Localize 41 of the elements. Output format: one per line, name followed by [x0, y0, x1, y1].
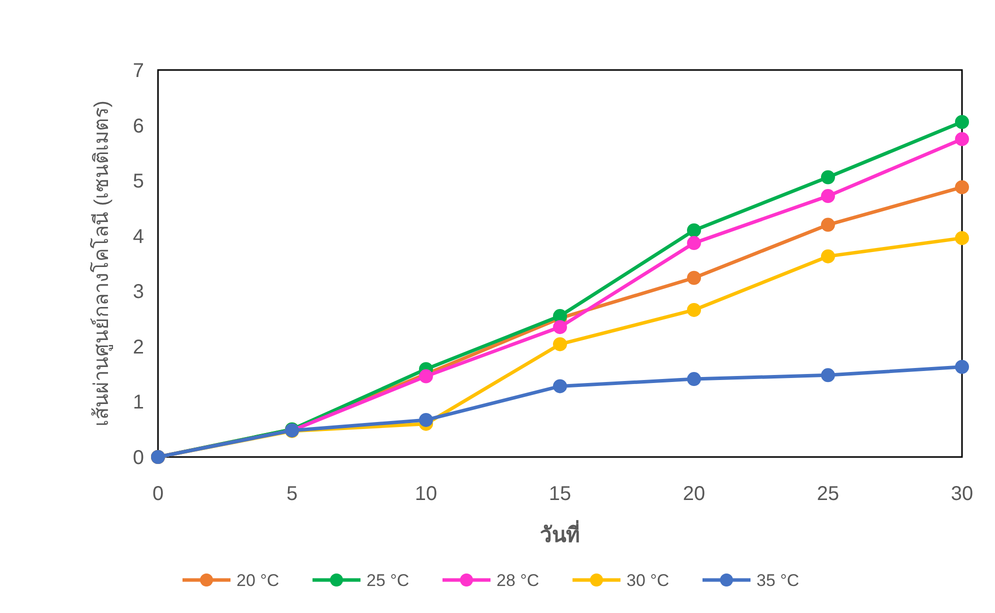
legend-label: 20 °C: [236, 571, 280, 590]
x-tick-label: 15: [548, 483, 572, 505]
x-tick-label: 30: [950, 483, 974, 505]
point: [955, 231, 969, 246]
point: [821, 170, 835, 184]
y-tick-label: 7: [132, 60, 144, 82]
x-tick-label: 25: [816, 483, 840, 505]
point: [687, 270, 701, 285]
legend-label: 28 °C: [496, 571, 540, 590]
x-tick-label: 10: [414, 483, 438, 505]
legend-label: 25 °C: [366, 571, 410, 590]
point: [821, 368, 835, 382]
x-axis-title: วันที่: [540, 519, 580, 547]
point: [553, 337, 567, 352]
point: [687, 302, 701, 317]
y-tick-label: 4: [132, 226, 144, 248]
y-tick-label: 0: [132, 447, 144, 469]
legend-label: 35 °C: [756, 571, 800, 590]
point: [687, 223, 701, 238]
point: [553, 379, 567, 394]
point: [955, 180, 969, 194]
x-tick-label: 0: [152, 483, 164, 505]
point: [821, 249, 835, 264]
y-tick-label: 3: [132, 281, 144, 304]
point: [955, 132, 969, 146]
point: [955, 360, 969, 374]
y-tick-label: 1: [132, 392, 144, 414]
y-tick-label: 5: [132, 170, 144, 193]
point: [821, 189, 835, 204]
y-tick-label: 6: [132, 115, 144, 138]
point: [821, 218, 835, 232]
point: [687, 372, 701, 386]
point: [553, 320, 567, 334]
point: [955, 114, 969, 129]
x-tick-label: 20: [682, 483, 706, 505]
x-tick-label: 5: [286, 483, 298, 505]
y-axis-title: เส้นผ่านศูนย์กลางโคโลนี (เซนติเมตร): [90, 100, 114, 426]
y-tick-label: 2: [132, 336, 144, 358]
point: [687, 236, 701, 250]
legend-label: 30 °C: [626, 571, 670, 590]
point: [419, 412, 433, 427]
